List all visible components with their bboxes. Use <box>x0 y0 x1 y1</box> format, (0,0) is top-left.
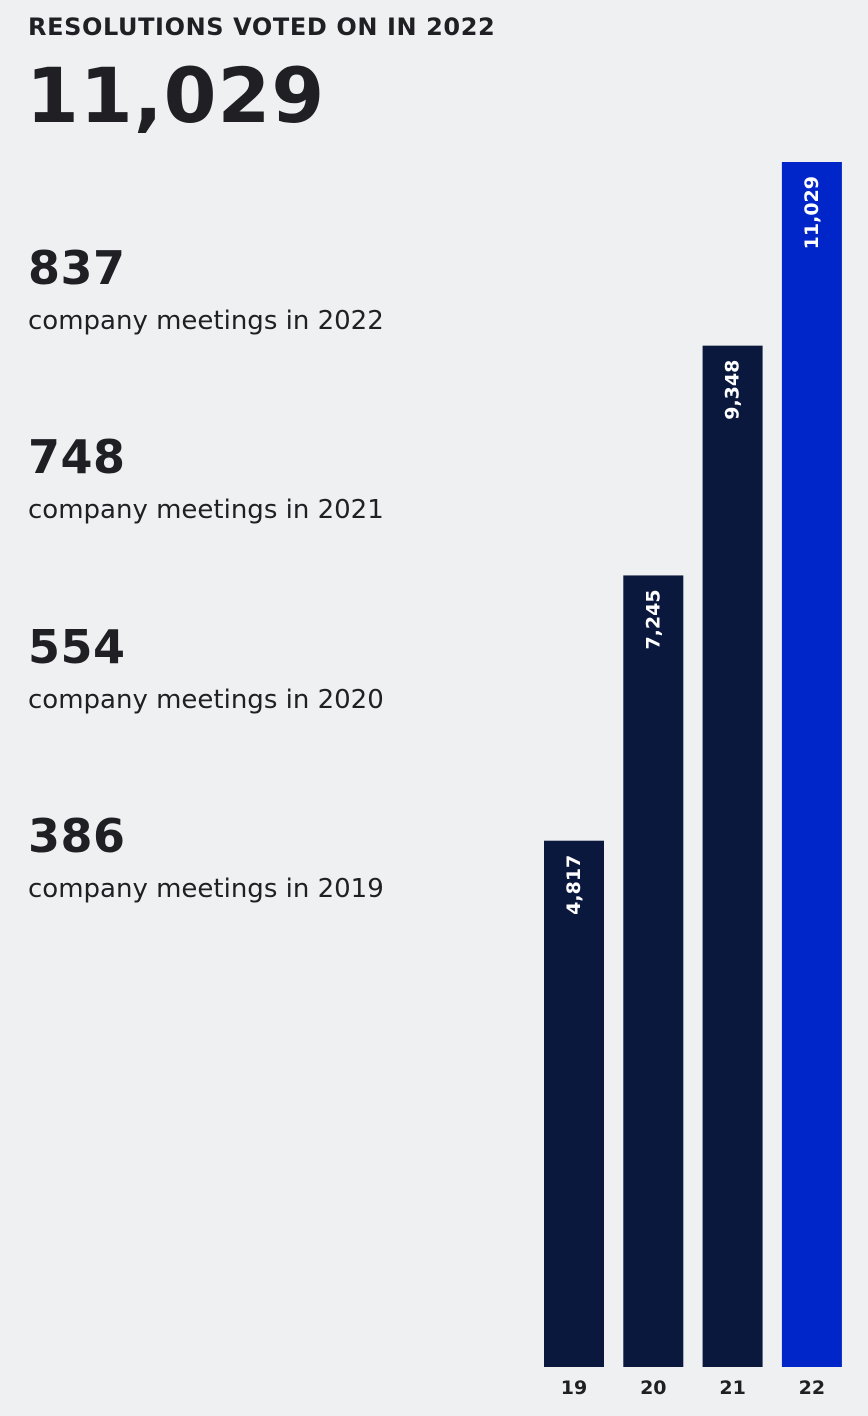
bar-value-label-20: 7,245 <box>642 589 664 649</box>
total-resolutions-value: 11,029 <box>26 51 326 140</box>
stat-meetings-2019: 386 company meetings in 2019 <box>28 810 384 906</box>
bar-22 <box>781 162 842 1367</box>
bar-21 <box>702 345 763 1367</box>
stat-value: 837 <box>28 241 126 295</box>
stat-value: 386 <box>28 809 126 863</box>
bar-value-label-19: 4,817 <box>563 855 585 915</box>
stat-label: company meetings in 2020 <box>28 685 384 715</box>
stat-label: company meetings in 2019 <box>28 874 384 904</box>
stat-value: 748 <box>28 430 126 484</box>
bar-20 <box>623 575 684 1367</box>
stat-meetings-2021: 748 company meetings in 2021 <box>28 431 384 527</box>
stat-label: company meetings in 2021 <box>28 495 384 525</box>
x-tick-label-21: 21 <box>719 1377 745 1399</box>
stat-meetings-2020: 554 company meetings in 2020 <box>28 621 384 717</box>
bar-value-label-22: 11,029 <box>801 176 823 249</box>
chart-title: RESOLUTIONS VOTED ON IN 2022 <box>28 13 496 41</box>
x-tick-label-22: 22 <box>799 1377 825 1399</box>
stat-label: company meetings in 2022 <box>28 306 384 336</box>
x-tick-label-20: 20 <box>640 1377 666 1399</box>
bar-19 <box>544 840 604 1367</box>
x-tick-label-19: 19 <box>561 1377 587 1399</box>
stat-value: 554 <box>28 620 126 674</box>
bar-value-label-21: 9,348 <box>722 360 744 420</box>
stat-meetings-2022: 837 company meetings in 2022 <box>28 242 384 338</box>
